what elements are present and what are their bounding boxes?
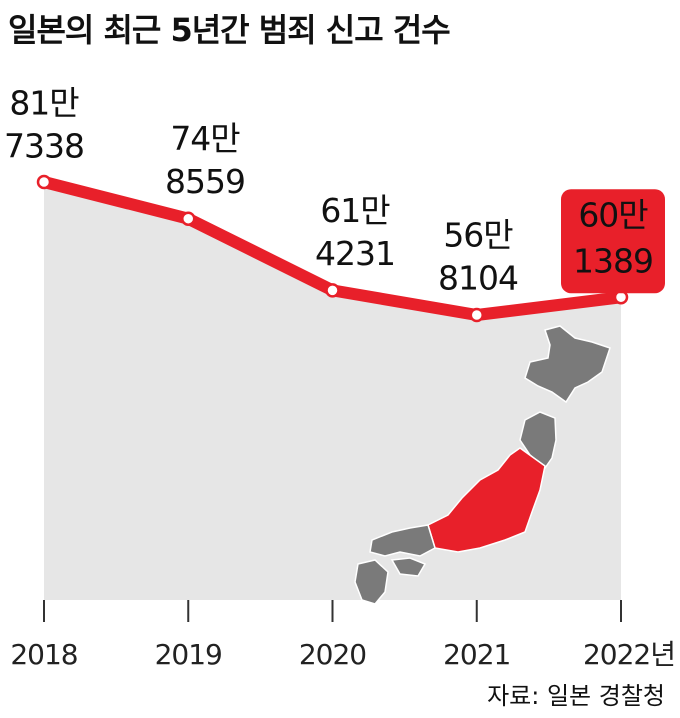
chart-title: 일본의 최근 5년간 범죄 신고 건수 xyxy=(8,11,450,49)
point xyxy=(36,174,52,190)
point xyxy=(181,211,196,226)
value-label: 8559 xyxy=(165,162,245,201)
value-label: 7338 xyxy=(4,127,84,166)
x-tick-label: 2021 xyxy=(443,638,510,671)
value-label: 1389 xyxy=(573,242,653,281)
value-label: 56만 xyxy=(443,216,513,255)
value-label: 61만 xyxy=(320,191,390,230)
value-label: 60만 xyxy=(578,196,648,235)
point xyxy=(325,283,340,298)
line-layer: 81만 7338 74만 8559 61만 4231 56만 8104 60만 1389 2018 2… xyxy=(4,84,676,672)
x-tick-label: 2020 xyxy=(299,638,366,671)
value-label: 4231 xyxy=(315,234,395,273)
highlight-box xyxy=(561,189,665,294)
source: 자료: 일본 경찰청 xyxy=(487,682,665,710)
x-tick-label: 2018 xyxy=(10,638,77,671)
japan-map xyxy=(354,325,611,605)
point xyxy=(469,307,484,323)
x-tick-label: 2022년 xyxy=(583,638,675,671)
value-label: 74만 xyxy=(170,119,240,158)
x-tick-label: 2019 xyxy=(155,638,222,671)
value-label: 8104 xyxy=(438,259,518,298)
value-label: 81만 xyxy=(9,84,79,123)
